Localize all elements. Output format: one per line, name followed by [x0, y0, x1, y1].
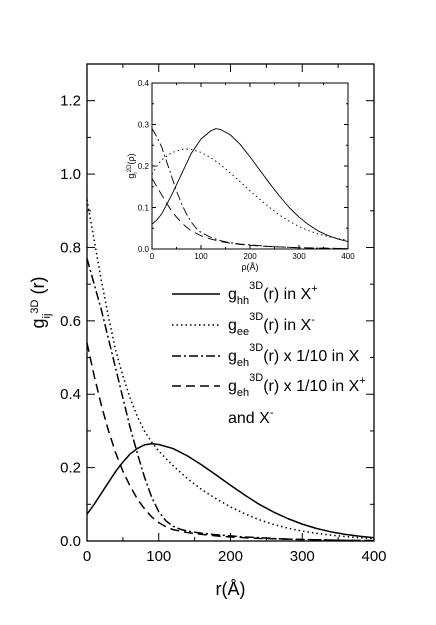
inset-ytick-label: 0.4 — [138, 79, 150, 88]
main-ytick-label: 0.8 — [60, 239, 81, 256]
inset-y-axis-title: gi2D(ρ) — [126, 153, 139, 178]
inset-background — [152, 83, 348, 249]
legend: ghh3D(r) in X+ gee3D(r) in X-geh3D(r) x 1… — [172, 280, 366, 427]
inset-xtick-label: 100 — [194, 252, 208, 261]
inset-series-dotted — [151, 148, 349, 241]
main-ytick-label: 0.4 — [60, 386, 81, 403]
main-xtick-label: 0 — [83, 548, 91, 565]
main-ytick-label: 0.6 — [60, 313, 81, 330]
main-ytick-label: 0.2 — [60, 460, 81, 477]
inset-series-dashed — [151, 178, 349, 250]
inset-ytick-label: 0.2 — [138, 162, 150, 171]
inset-ytick-label: 0.1 — [138, 204, 150, 213]
inset-xtick-label: 200 — [243, 252, 257, 261]
legend-label: geh3D(r) x 1/10 in X+ — [228, 372, 366, 399]
inset-xtick-label: 0 — [150, 252, 155, 261]
legend-label: ghh3D(r) in X+ — [228, 280, 318, 307]
main-ytick-label: 1.0 — [60, 166, 81, 183]
inset-x-axis-title: ρ(Å) — [241, 262, 258, 272]
main-ytick-label: 1.2 — [60, 93, 81, 110]
legend-label-continuation: and X- — [228, 407, 274, 427]
main-xtick-label: 200 — [218, 548, 243, 565]
main-y-axis-title: gij3D (r) — [28, 277, 53, 329]
main-xtick-label: 100 — [146, 548, 171, 565]
legend-label: geh3D(r) x 1/10 in X — [228, 342, 360, 369]
inset-ytick-label: 0.3 — [138, 121, 150, 130]
inset-ytick-label: 0.0 — [138, 245, 150, 254]
main-ytick-label: 0.0 — [60, 533, 81, 550]
inset-series-solid — [151, 128, 349, 242]
main-xtick-label: 300 — [290, 548, 315, 565]
main-series-dotted — [86, 199, 375, 540]
main-series-solid — [86, 443, 375, 539]
inset-xtick-label: 300 — [292, 252, 306, 261]
inset-xtick-label: 400 — [341, 252, 355, 261]
main-xtick-label: 400 — [361, 548, 386, 565]
main-chart: 0 100 200 300 400 0.0 0.2 0.4 0.6 0.8 1.0 1.2 r(Å) gi… — [28, 63, 387, 599]
inset-chart: 0 100 200 300 400 0.0 0.1 0.2 0.3 0.4 ρ(Å) gi2D(ρ) — [126, 79, 355, 272]
main-series-dashed — [86, 342, 375, 542]
main-x-axis-title: r(Å) — [216, 579, 246, 599]
main-series-dashdot — [86, 258, 375, 542]
legend-label: gee3D(r) in X- — [228, 311, 315, 338]
